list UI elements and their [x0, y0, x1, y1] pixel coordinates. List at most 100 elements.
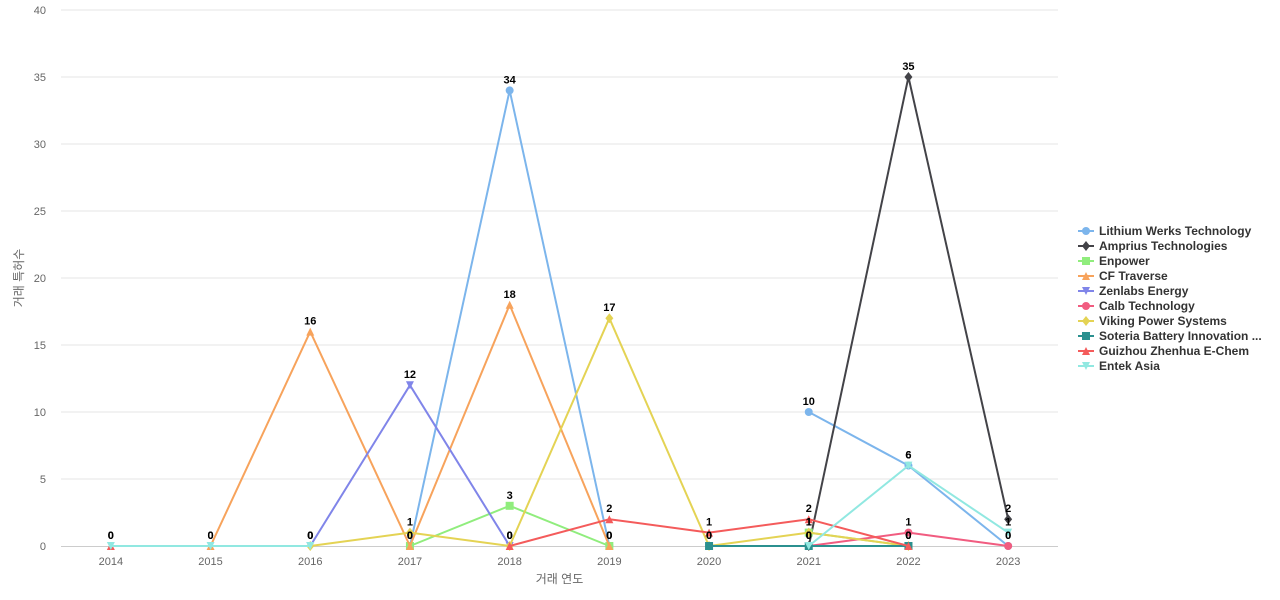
- data-label: 16: [304, 316, 316, 328]
- legend-marker[interactable]: [1082, 362, 1090, 370]
- y-tick-label: 10: [34, 407, 46, 419]
- legend-label: Zenlabs Energy: [1099, 284, 1189, 298]
- data-label: 0: [806, 530, 812, 542]
- legend-marker[interactable]: [1082, 227, 1090, 235]
- data-label: 0: [905, 530, 911, 542]
- series-group: [206, 300, 614, 550]
- legend-marker[interactable]: [1082, 302, 1090, 310]
- data-point[interactable]: [405, 527, 414, 538]
- legend-item[interactable]: Enpower: [1078, 254, 1150, 268]
- data-label: 1: [706, 517, 712, 529]
- data-label: 12: [404, 369, 416, 381]
- y-tick-label: 25: [34, 206, 46, 218]
- data-point[interactable]: [705, 528, 714, 537]
- data-point[interactable]: [804, 408, 813, 416]
- legend-item[interactable]: Amprius Technologies: [1078, 239, 1228, 253]
- data-label: 0: [905, 530, 911, 542]
- legend-label: Amprius Technologies: [1099, 239, 1228, 253]
- data-label: 2: [606, 503, 612, 515]
- data-point[interactable]: [705, 542, 714, 550]
- legend-marker[interactable]: [1082, 241, 1090, 251]
- data-point[interactable]: [904, 528, 913, 537]
- data-point[interactable]: [505, 86, 514, 95]
- series-line: [408, 89, 1009, 547]
- data-point[interactable]: [505, 542, 514, 550]
- y-tick-label: 15: [34, 340, 46, 352]
- legend-item[interactable]: Lithium Werks Technology: [1078, 224, 1252, 238]
- legend-marker[interactable]: [1082, 316, 1090, 326]
- data-point[interactable]: [206, 542, 215, 550]
- data-label: 0: [407, 530, 413, 542]
- data-point[interactable]: [505, 300, 514, 309]
- data-point[interactable]: [605, 313, 614, 324]
- data-point[interactable]: [1004, 528, 1013, 537]
- y-tick-label: 35: [34, 72, 46, 84]
- data-point[interactable]: [904, 542, 913, 550]
- series-group: [405, 86, 1013, 550]
- y-tick-label: 40: [34, 5, 46, 17]
- data-label: 34: [504, 74, 517, 86]
- legend-item[interactable]: Viking Power Systems: [1078, 314, 1227, 328]
- data-point[interactable]: [306, 327, 315, 336]
- data-point[interactable]: [804, 527, 813, 538]
- data-point[interactable]: [804, 515, 813, 524]
- data-point[interactable]: [1004, 542, 1013, 550]
- series-line: [209, 303, 611, 547]
- legend-item[interactable]: Guizhou Zhenhua E-Chem: [1078, 344, 1249, 358]
- legend-item[interactable]: Entek Asia: [1078, 359, 1160, 373]
- legend-item[interactable]: Calb Technology: [1078, 299, 1195, 313]
- data-label: 0: [407, 530, 413, 542]
- legend-label: Guizhou Zhenhua E-Chem: [1099, 344, 1249, 358]
- data-label: 6: [905, 450, 911, 462]
- data-label: 18: [504, 289, 516, 301]
- data-label: 0: [606, 530, 612, 542]
- legend-label: Entek Asia: [1099, 359, 1160, 373]
- data-label: 0: [806, 530, 812, 542]
- y-tick-label: 30: [34, 139, 46, 151]
- data-label: 6: [905, 450, 911, 462]
- data-point[interactable]: [904, 461, 913, 470]
- data-label: 0: [108, 530, 114, 542]
- data-label: 0: [207, 530, 213, 542]
- data-label: 0: [108, 530, 114, 542]
- series-line: [807, 76, 1010, 547]
- data-label: 1: [407, 517, 413, 529]
- data-point[interactable]: [106, 542, 115, 550]
- data-label: 0: [507, 530, 513, 542]
- legend-item[interactable]: CF Traverse: [1078, 269, 1168, 283]
- legend-marker[interactable]: [1082, 272, 1090, 280]
- data-label: 0: [307, 530, 313, 542]
- data-label: 0: [905, 530, 911, 542]
- data-point[interactable]: [605, 542, 614, 550]
- legend-marker[interactable]: [1082, 347, 1090, 355]
- data-label: 2: [806, 503, 812, 515]
- data-point[interactable]: [605, 515, 614, 524]
- legend-label: Calb Technology: [1099, 299, 1195, 313]
- legend-marker[interactable]: [1082, 257, 1090, 265]
- legend-item[interactable]: Zenlabs Energy: [1078, 284, 1189, 298]
- x-tick-label: 2020: [697, 556, 721, 568]
- data-point[interactable]: [904, 72, 913, 82]
- data-point[interactable]: [306, 542, 315, 550]
- legend-item[interactable]: Soteria Battery Innovation ...: [1078, 329, 1262, 343]
- data-point[interactable]: [804, 542, 813, 550]
- legend-label: CF Traverse: [1099, 269, 1168, 283]
- data-label: 0: [307, 530, 313, 542]
- legend-label: Soteria Battery Innovation ...: [1099, 329, 1262, 343]
- data-label: 1: [806, 517, 812, 529]
- legend-marker[interactable]: [1082, 287, 1090, 295]
- data-point[interactable]: [1004, 514, 1013, 525]
- data-point[interactable]: [505, 501, 514, 510]
- data-point[interactable]: [405, 542, 414, 550]
- legend-label: Viking Power Systems: [1099, 314, 1227, 328]
- data-label: 0: [606, 530, 612, 542]
- legend-marker[interactable]: [1082, 332, 1090, 340]
- x-tick-label: 2022: [896, 556, 920, 568]
- x-axis-title: 거래 연도: [536, 572, 584, 586]
- x-tick-label: 2023: [996, 556, 1020, 568]
- y-tick-label: 5: [40, 474, 46, 486]
- x-axis-ticks: 2014 2015 2016 2017 2018 2019 2020 2021 2022 2023: [99, 556, 1021, 568]
- data-point[interactable]: [405, 381, 414, 390]
